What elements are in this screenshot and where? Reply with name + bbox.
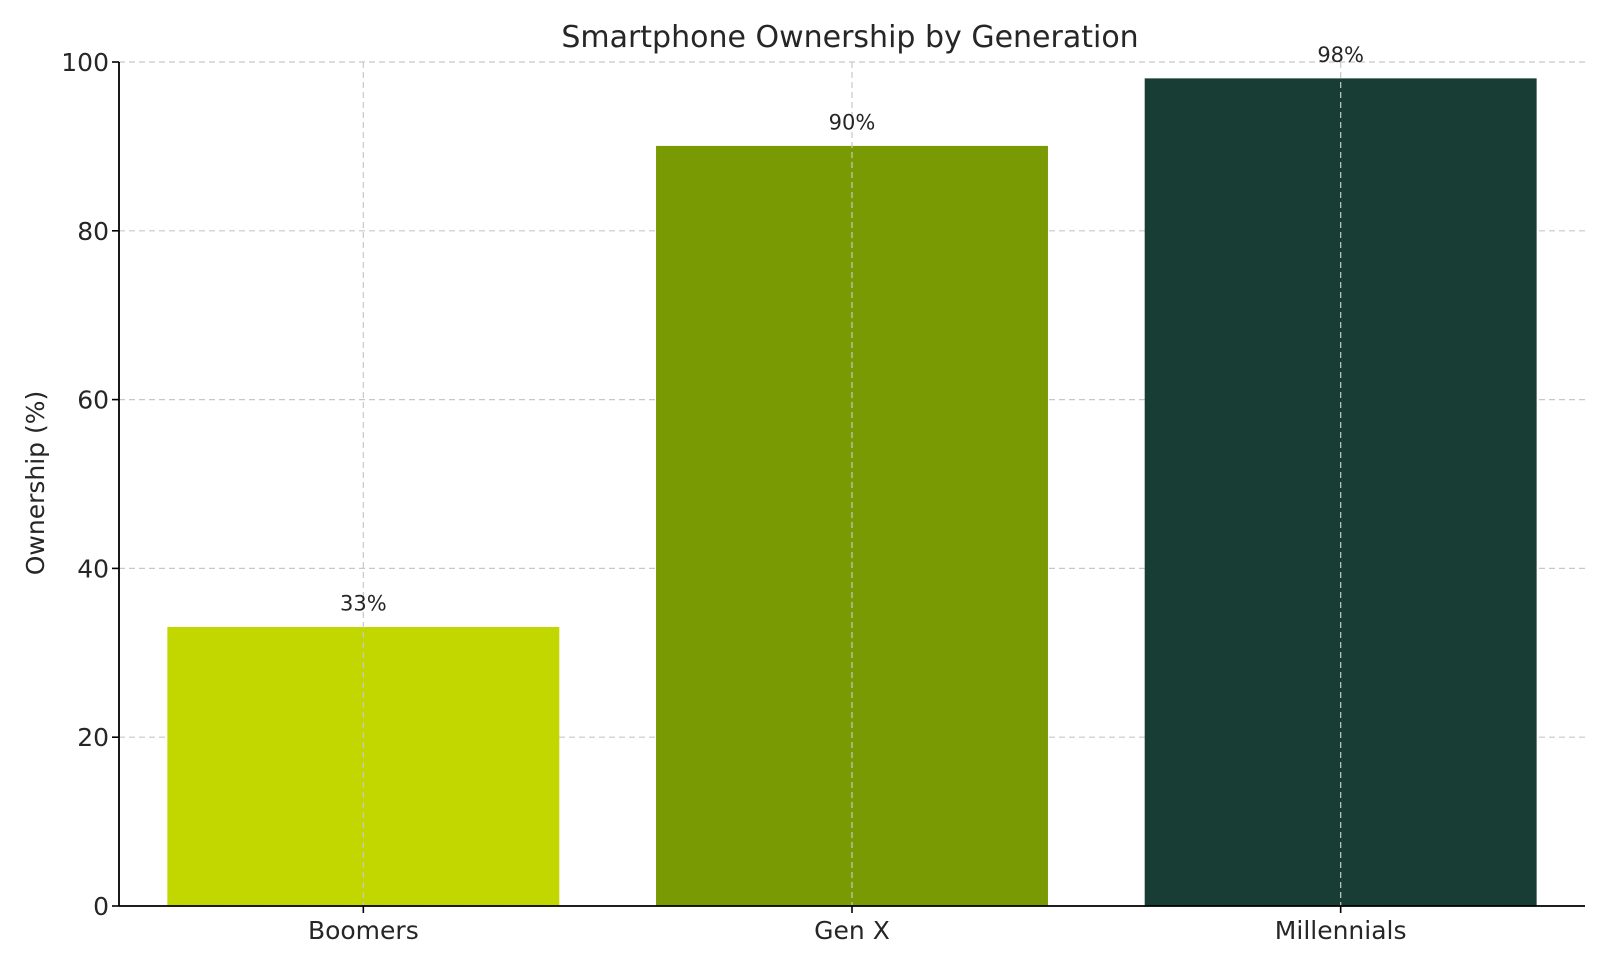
y-tick-label: 80 [77, 217, 109, 246]
y-tick-label: 20 [77, 723, 109, 752]
x-tick-label: Boomers [308, 916, 419, 945]
y-tick-label: 40 [77, 554, 109, 583]
data-label: 90% [829, 110, 876, 134]
x-axis-ticks: Boomers Gen X Millennials [308, 906, 1407, 945]
y-axis-label: Ownership (%) [21, 391, 50, 576]
chart-title: Smartphone Ownership by Generation [561, 20, 1138, 55]
y-tick-label: 0 [93, 892, 109, 921]
x-tick-label: Gen X [814, 916, 890, 945]
data-label: 98% [1317, 43, 1364, 67]
y-tick-label: 60 [77, 386, 109, 415]
data-label: 33% [340, 591, 387, 615]
x-tick-label: Millennials [1275, 916, 1407, 945]
y-axis-ticks: 0 20 40 60 80 100 [61, 48, 119, 921]
data-labels: 33% 90% 98% [340, 43, 1364, 616]
y-tick-label: 100 [61, 48, 109, 77]
vertical-grid-lines [362, 62, 1342, 906]
